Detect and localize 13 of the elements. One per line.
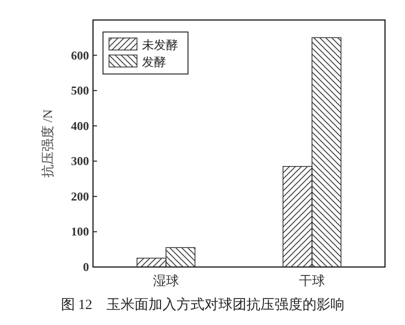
y-tick-label: 600 (71, 48, 89, 62)
x-tick-label: 湿球 (153, 273, 179, 288)
y-tick-label: 400 (71, 118, 89, 133)
y-tick-label: 0 (83, 260, 89, 274)
legend-label: 未发酵 (142, 38, 178, 52)
y-tick-label: 300 (71, 154, 89, 168)
y-axis-title: 抗压强度 /N (40, 108, 55, 178)
x-tick-label: 干球 (299, 273, 325, 288)
y-tick-label: 500 (71, 84, 89, 98)
y-tick-label: 100 (71, 224, 89, 239)
text: 图 12 玉米面加入方式对球团抗压强度的影响 (60, 297, 344, 313)
y-tick-label: 200 (71, 189, 89, 204)
legend-label: 发酵 (142, 55, 166, 69)
